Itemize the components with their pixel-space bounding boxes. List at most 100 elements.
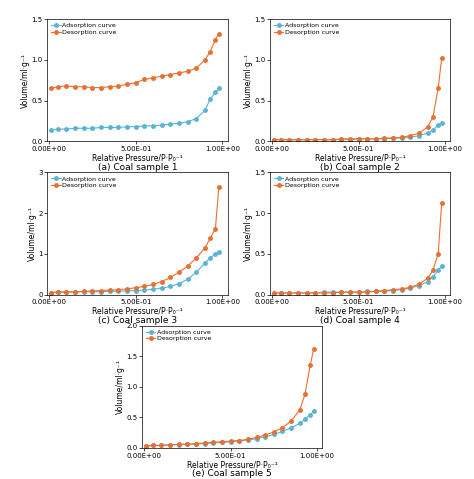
Adsorption curve xyxy=(202,441,208,446)
Desorption curve xyxy=(330,137,336,143)
Desorption curve xyxy=(439,56,445,61)
Y-axis label: Volume/ml·g⁻¹: Volume/ml·g⁻¹ xyxy=(116,359,125,414)
Desorption curve xyxy=(416,130,422,136)
Legend: Adsorption curve, Desorption curve: Adsorption curve, Desorption curve xyxy=(273,23,340,35)
Adsorption curve xyxy=(365,136,370,142)
Adsorption curve xyxy=(107,125,113,130)
Adsorption curve xyxy=(133,124,138,129)
Adsorption curve xyxy=(278,137,283,143)
Y-axis label: Volume/ml·g⁻¹: Volume/ml·g⁻¹ xyxy=(27,206,36,261)
Adsorption curve xyxy=(116,125,121,130)
Desorption curve xyxy=(72,289,78,295)
Adsorption curve xyxy=(365,288,370,294)
Line: Desorption curve: Desorption curve xyxy=(49,32,220,90)
Legend: Adsorption curve, Desorption curve: Adsorption curve, Desorption curve xyxy=(51,176,118,189)
Desorption curve xyxy=(159,279,164,285)
Adsorption curve xyxy=(210,440,216,446)
Desorption curve xyxy=(278,137,283,143)
Adsorption curve xyxy=(143,443,148,449)
Adsorption curve xyxy=(64,289,69,295)
Desorption curve xyxy=(228,438,233,444)
Adsorption curve xyxy=(435,122,441,128)
Adsorption curve xyxy=(193,115,199,121)
Desorption curve xyxy=(64,83,69,89)
Desorption curve xyxy=(425,275,430,281)
Adsorption curve xyxy=(159,122,164,128)
Desorption curve xyxy=(150,75,156,80)
Adsorption curve xyxy=(212,90,218,95)
Legend: Adsorption curve, Desorption curve: Adsorption curve, Desorption curve xyxy=(146,329,212,342)
Desorption curve xyxy=(150,443,155,448)
Desorption curve xyxy=(297,407,302,413)
Desorption curve xyxy=(382,287,387,293)
Adsorption curve xyxy=(98,289,104,295)
Adsorption curve xyxy=(373,136,379,142)
Desorption curve xyxy=(48,290,54,296)
Adsorption curve xyxy=(90,289,95,295)
Adsorption curve xyxy=(338,137,344,143)
Adsorption curve xyxy=(98,125,104,130)
Desorption curve xyxy=(347,136,353,142)
Desorption curve xyxy=(280,425,285,431)
Desorption curve xyxy=(311,346,317,352)
Adsorption curve xyxy=(167,442,173,448)
Desorption curve xyxy=(254,434,259,440)
Desorption curve xyxy=(207,236,213,241)
Desorption curve xyxy=(184,441,190,447)
Desorption curve xyxy=(347,289,353,295)
Line: Desorption curve: Desorption curve xyxy=(144,347,315,448)
Adsorption curve xyxy=(228,439,233,445)
Adsorption curve xyxy=(72,125,78,131)
Line: Adsorption curve: Adsorption curve xyxy=(272,264,443,295)
Adsorption curve xyxy=(207,96,213,102)
X-axis label: Relative Pressure/P·P₀⁻¹: Relative Pressure/P·P₀⁻¹ xyxy=(315,307,406,316)
Adsorption curve xyxy=(430,274,436,280)
Desorption curve xyxy=(176,441,182,447)
Desorption curve xyxy=(143,443,148,449)
Desorption curve xyxy=(90,288,95,294)
Adsorption curve xyxy=(202,107,208,113)
Desorption curve xyxy=(271,429,277,435)
Desorption curve xyxy=(304,290,310,296)
Adsorption curve xyxy=(390,287,396,293)
Y-axis label: Volume/ml·g⁻¹: Volume/ml·g⁻¹ xyxy=(244,53,253,108)
Desorption curve xyxy=(399,286,405,292)
Adsorption curve xyxy=(295,290,301,296)
Desorption curve xyxy=(312,137,318,143)
Adsorption curve xyxy=(439,263,445,269)
X-axis label: Relative Pressure/P·P₀⁻¹: Relative Pressure/P·P₀⁻¹ xyxy=(92,154,183,162)
Adsorption curve xyxy=(312,137,318,143)
Adsorption curve xyxy=(245,437,251,443)
Adsorption curve xyxy=(435,267,441,273)
Desorption curve xyxy=(159,73,164,79)
Line: Desorption curve: Desorption curve xyxy=(272,202,443,295)
Line: Adsorption curve: Adsorption curve xyxy=(144,410,315,448)
Adsorption curve xyxy=(184,441,190,447)
Adsorption curve xyxy=(280,429,285,434)
Adsorption curve xyxy=(304,137,310,143)
Desorption curve xyxy=(435,251,441,257)
Adsorption curve xyxy=(408,135,413,140)
Adsorption curve xyxy=(159,285,164,291)
Adsorption curve xyxy=(142,123,147,129)
Desorption curve xyxy=(107,287,113,293)
Desorption curve xyxy=(373,288,379,294)
Adsorption curve xyxy=(271,290,276,296)
Legend: Adsorption curve, Desorption curve: Adsorption curve, Desorption curve xyxy=(273,176,340,189)
Adsorption curve xyxy=(81,125,87,131)
Desorption curve xyxy=(219,439,225,445)
Adsorption curve xyxy=(185,119,191,125)
Line: Desorption curve: Desorption curve xyxy=(272,57,443,141)
Desorption curve xyxy=(90,85,95,91)
Adsorption curve xyxy=(321,289,327,295)
Desorption curve xyxy=(321,137,327,143)
Adsorption curve xyxy=(312,290,318,296)
Adsorption curve xyxy=(425,130,430,136)
Adsorption curve xyxy=(304,290,310,296)
Adsorption curve xyxy=(176,281,182,286)
X-axis label: Relative Pressure/P·P₀⁻¹: Relative Pressure/P·P₀⁻¹ xyxy=(187,460,278,469)
Desorption curve xyxy=(425,124,430,129)
Text: (b) Coal sample 2: (b) Coal sample 2 xyxy=(320,163,400,172)
Desorption curve xyxy=(382,135,387,141)
Adsorption curve xyxy=(373,288,379,294)
